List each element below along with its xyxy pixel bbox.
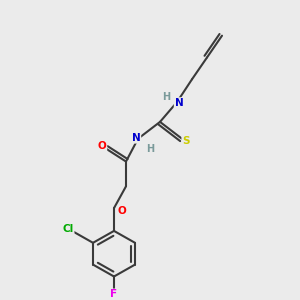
Text: H: H (162, 92, 170, 102)
Text: N: N (132, 133, 140, 143)
Text: S: S (182, 136, 190, 146)
Text: Cl: Cl (62, 224, 74, 234)
Text: O: O (98, 141, 106, 151)
Text: N: N (175, 98, 183, 108)
Text: H: H (146, 144, 154, 154)
Text: F: F (110, 289, 118, 299)
Text: O: O (118, 206, 126, 216)
